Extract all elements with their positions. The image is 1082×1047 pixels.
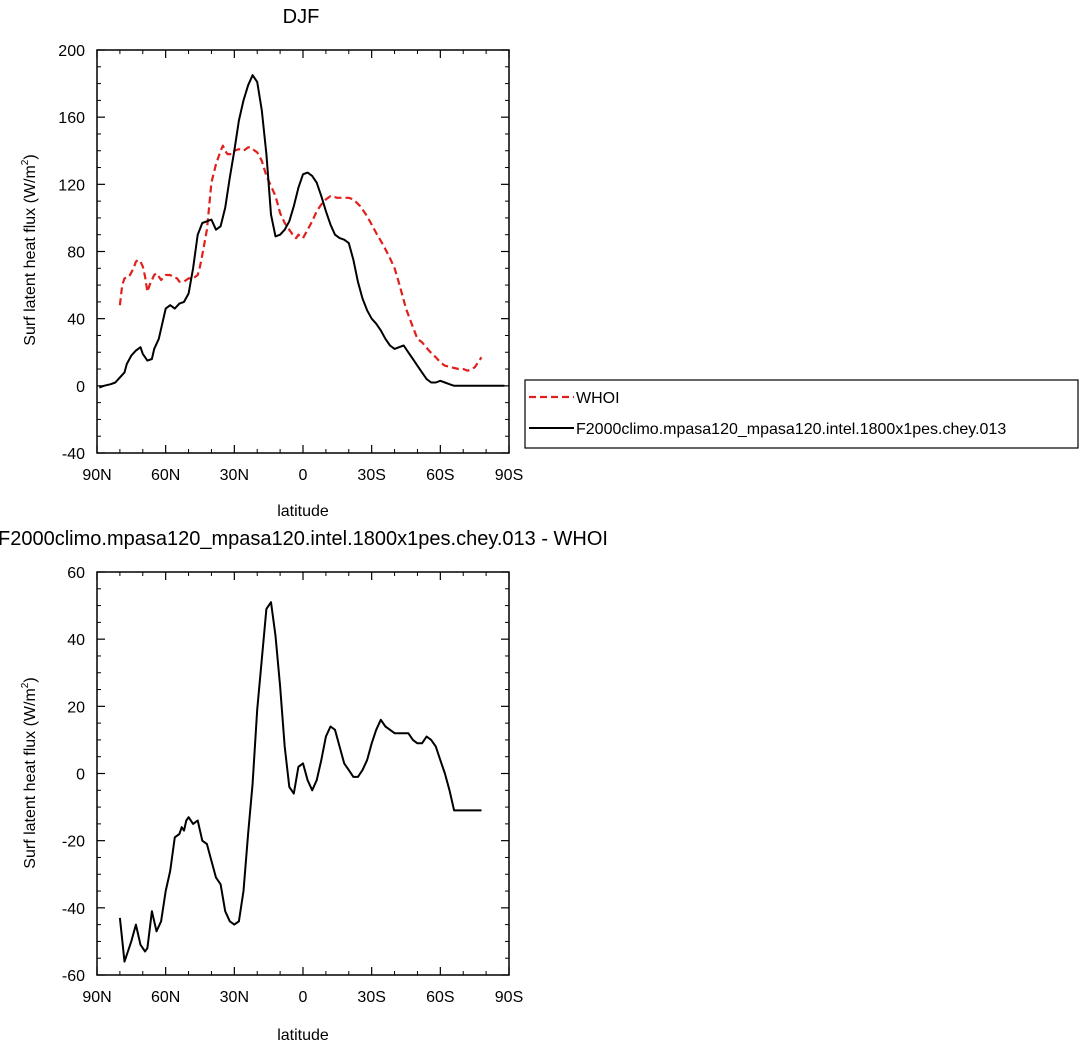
bottom-chart-ticks: 90N 60N 30N 0 30S 60S 90S -60 -40 -20 0 20 40 60: [62, 565, 523, 1006]
top-chart-ytick-label: -40: [62, 446, 85, 463]
top-chart-xtick-label: 30S: [357, 467, 385, 484]
bottom-chart-ytick-label: 60: [67, 565, 85, 582]
bottom-chart-title: F2000climo.mpasa120_mpasa120.intel.1800x…: [0, 528, 608, 550]
bottom-chart-ytick-label: 0: [76, 767, 85, 784]
top-chart-series-whoi-line: [118, 144, 483, 372]
bottom-chart-xtick-label: 0: [299, 989, 308, 1006]
top-chart-series: [98, 74, 505, 389]
top-chart-xtick-label: 90N: [82, 467, 111, 484]
legend-label-model: F2000climo.mpasa120_mpasa120.intel.1800x…: [576, 421, 1006, 438]
bottom-chart-series: [118, 601, 482, 963]
bottom-chart-xtick-label: 60N: [151, 989, 180, 1006]
bottom-chart-xtick-label: 60S: [426, 989, 454, 1006]
top-chart-ytick-label: 40: [67, 312, 85, 329]
top-chart-xtick-label: 0: [299, 467, 308, 484]
top-chart-frame: [96, 49, 510, 454]
top-chart-series-model-line: [98, 74, 505, 389]
top-chart-xtick-label: 30N: [220, 467, 249, 484]
top-chart-ytick-label: 80: [67, 245, 85, 262]
bottom-chart-ytick-label: -40: [62, 901, 85, 918]
bottom-chart-ytick-label: -60: [62, 968, 85, 985]
bottom-chart-xtick-label: 30N: [220, 989, 249, 1006]
bottom-chart-xtick-label: 90N: [82, 989, 111, 1006]
bottom-chart-ytick-label: 20: [67, 699, 85, 716]
legend-label-whoi: WHOI: [576, 390, 620, 407]
bottom-chart-ytick-label: -20: [62, 834, 85, 851]
top-chart-ytick-label: 120: [58, 177, 85, 194]
legend-box: [524, 379, 1079, 449]
bottom-chart-ytick-label: 40: [67, 632, 85, 649]
top-chart-xtick-label: 60S: [426, 467, 454, 484]
bottom-chart-frame: [96, 571, 510, 976]
top-chart-ytick-label: 160: [58, 110, 85, 127]
top-chart-ytick-label: 200: [58, 43, 85, 60]
bottom-chart-y-axis-label: Surf latent heat flux (W/m2): [20, 677, 39, 868]
top-chart-ticks: 90N 60N 30N 0 30S 60S 90S -40 0 40 80 120 160 200: [58, 43, 523, 484]
top-chart-xtick-label: 90S: [495, 467, 523, 484]
bottom-chart-xtick-label: 90S: [495, 989, 523, 1006]
legend: WHOI F2000climo.mpasa120_mpasa120.intel.…: [524, 379, 1079, 449]
top-chart-xtick-label: 60N: [151, 467, 180, 484]
top-chart-y-axis-label: Surf latent heat flux (W/m2): [20, 154, 39, 345]
bottom-chart: F2000climo.mpasa120_mpasa120.intel.1800x…: [0, 528, 608, 1044]
top-chart: DJF 90N 60N 30N 0 30S 60S 90S -40 0 40 80 120 160 200…: [20, 6, 1079, 520]
top-chart-ytick-label: 0: [76, 379, 85, 396]
bottom-chart-x-axis-label: latitude: [277, 1027, 329, 1044]
top-chart-x-axis-label: latitude: [277, 503, 329, 520]
bottom-chart-series-model-line: [118, 601, 482, 963]
bottom-chart-xtick-label: 30S: [357, 989, 385, 1006]
top-chart-title: DJF: [283, 6, 320, 28]
